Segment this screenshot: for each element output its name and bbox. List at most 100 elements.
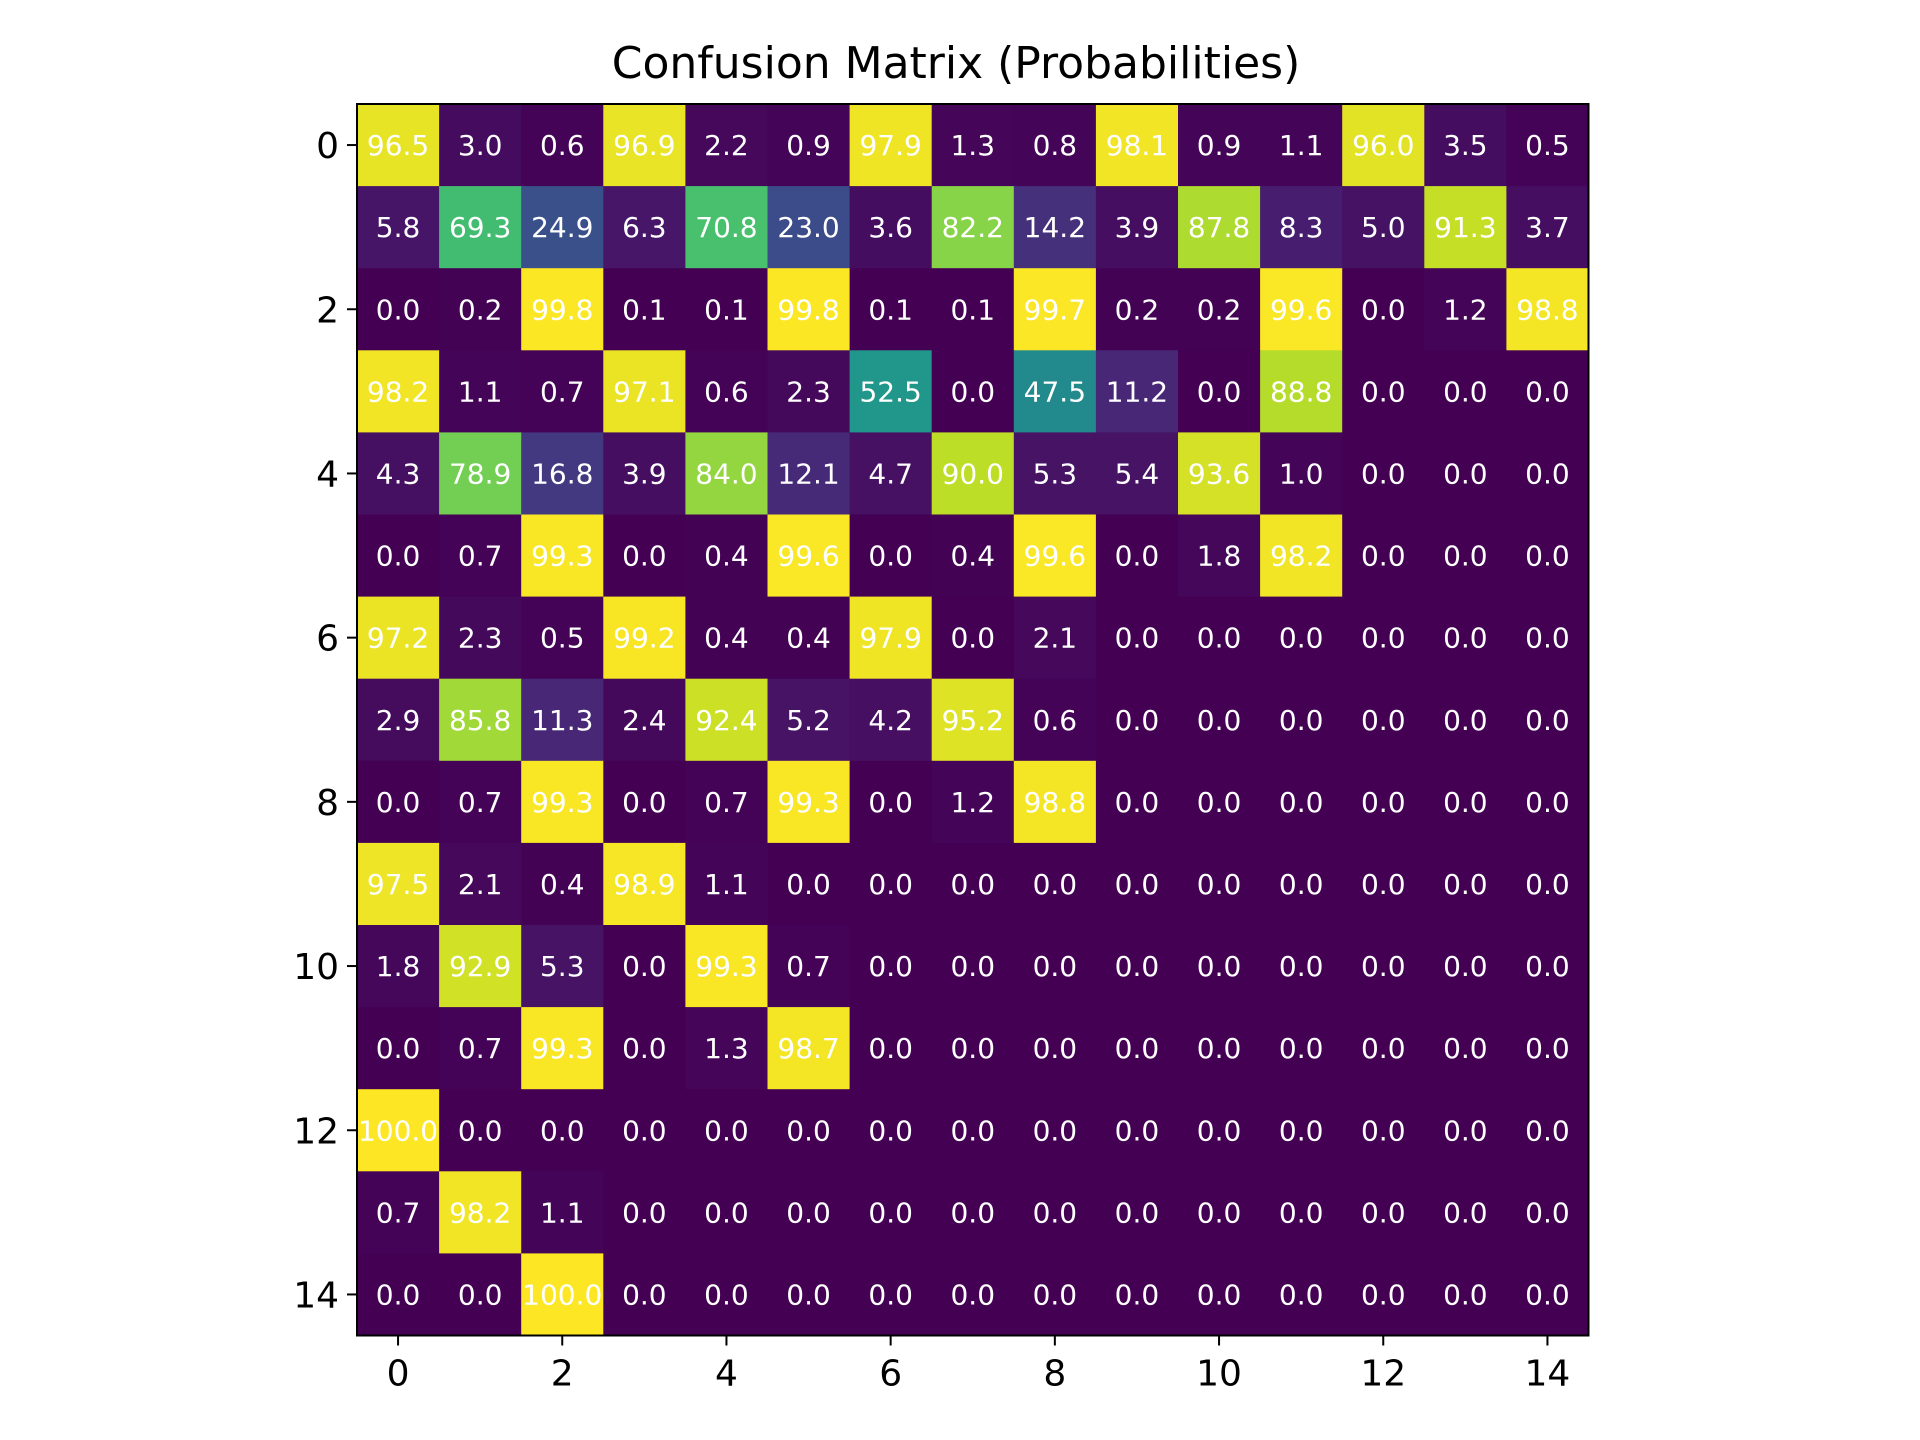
- heatmap-cell-r14-c7: [931, 1253, 1015, 1337]
- cell-value-label: 92.4: [695, 704, 757, 737]
- heatmap-cell-r4-c7: [931, 432, 1015, 516]
- cell-value-label: 0.0: [1197, 786, 1242, 819]
- cell-value-label: 2.1: [458, 868, 503, 901]
- cell-value-label: 1.8: [1197, 540, 1242, 573]
- cell-value-label: 99.3: [531, 1032, 593, 1065]
- heatmap-cell-r3-c8: [1013, 350, 1097, 433]
- cell-value-label: 2.4: [622, 704, 667, 737]
- heatmap-cell-r1-c13: [1424, 186, 1507, 269]
- heatmap-cell-r2-c10: [1178, 268, 1261, 351]
- cell-value-label: 0.1: [704, 293, 749, 326]
- cell-value-label: 0.0: [786, 868, 831, 901]
- cell-value-label: 0.2: [1197, 293, 1242, 326]
- heatmap-cell-r11-c5: [767, 1007, 851, 1090]
- heatmap-cell-r14-c3: [603, 1253, 686, 1337]
- cell-value-label: 0.2: [1115, 293, 1160, 326]
- cell-value-label: 23.0: [777, 211, 839, 244]
- cell-value-label: 0.0: [1443, 786, 1488, 819]
- cell-value-label: 0.2: [458, 293, 503, 326]
- cell-value-label: 0.0: [1525, 1196, 1570, 1229]
- cell-value-label: 0.0: [622, 950, 667, 983]
- heatmap-cell-r1-c8: [1013, 186, 1097, 269]
- heatmap-cell-r10-c14: [1506, 925, 1590, 1008]
- heatmap-cell-r11-c0: [357, 1007, 440, 1090]
- heatmap-cell-r12-c6: [849, 1089, 933, 1172]
- cell-value-label: 24.9: [531, 211, 593, 244]
- cell-value-label: 1.3: [704, 1032, 749, 1065]
- cell-value-label: 97.9: [859, 622, 921, 655]
- cell-value-label: 11.3: [531, 704, 593, 737]
- cell-value-label: 0.7: [458, 1032, 503, 1065]
- heatmap-cell-r8-c5: [767, 760, 851, 844]
- heatmap-cell-r4-c12: [1342, 432, 1425, 516]
- cell-value-label: 0.0: [1525, 622, 1570, 655]
- heatmap-cell-r4-c9: [1095, 432, 1179, 516]
- heatmap-cell-r14-c11: [1260, 1253, 1343, 1337]
- heatmap-cell-r10-c13: [1424, 925, 1507, 1008]
- heatmap-cell-r11-c2: [521, 1007, 604, 1090]
- cell-value-label: 0.0: [1115, 1114, 1160, 1147]
- cell-value-label: 0.0: [376, 1032, 421, 1065]
- heatmap-cell-r14-c5: [767, 1253, 851, 1337]
- cell-value-label: 98.2: [1270, 540, 1332, 573]
- cell-value-label: 0.0: [1279, 950, 1324, 983]
- heatmap-cell-r10-c0: [357, 925, 440, 1008]
- cell-value-label: 84.0: [695, 457, 757, 490]
- heatmap-cell-r11-c9: [1095, 1007, 1179, 1090]
- heatmap-cell-r0-c4: [685, 104, 769, 187]
- heatmap-cell-r9-c4: [685, 842, 769, 926]
- cell-value-label: 0.0: [376, 293, 421, 326]
- cell-value-label: 99.8: [531, 293, 593, 326]
- x-tick-label: 2: [551, 1354, 574, 1395]
- heatmap-cell-r3-c5: [767, 350, 851, 433]
- heatmap-cell-r11-c8: [1013, 1007, 1097, 1090]
- heatmap-cell-r4-c8: [1013, 432, 1097, 516]
- heatmap-cell-r5-c0: [357, 514, 440, 598]
- cell-value-label: 0.0: [1525, 1032, 1570, 1065]
- heatmap-cell-r5-c4: [685, 514, 769, 598]
- cell-value-label: 0.0: [950, 950, 995, 983]
- heatmap-cell-r12-c1: [439, 1089, 522, 1172]
- heatmap-cell-r3-c9: [1095, 350, 1179, 433]
- cell-value-label: 4.3: [376, 457, 421, 490]
- cell-value-label: 1.1: [704, 868, 749, 901]
- cell-value-label: 97.1: [613, 375, 675, 408]
- cell-value-label: 47.5: [1024, 375, 1086, 408]
- heatmap-cell-r5-c5: [767, 514, 851, 598]
- cell-value-label: 5.2: [786, 704, 831, 737]
- heatmap-cell-r13-c3: [603, 1171, 686, 1254]
- cell-value-label: 0.0: [1361, 1278, 1406, 1311]
- heatmap-cell-r4-c6: [849, 432, 933, 516]
- cell-value-label: 1.2: [950, 786, 995, 819]
- cell-value-label: 0.0: [868, 786, 913, 819]
- cell-value-label: 0.0: [1115, 622, 1160, 655]
- cell-value-label: 96.9: [613, 129, 675, 162]
- heatmap-cell-r12-c3: [603, 1089, 686, 1172]
- heatmap-cell-r9-c6: [849, 842, 933, 926]
- cell-value-label: 1.3: [950, 129, 995, 162]
- heatmap-cell-r8-c14: [1506, 760, 1590, 844]
- cell-value-label: 99.3: [777, 786, 839, 819]
- heatmap-cell-r0-c8: [1013, 104, 1097, 187]
- heatmap-cell-r6-c7: [931, 596, 1015, 680]
- cell-value-label: 0.0: [1033, 950, 1078, 983]
- heatmap-cell-r13-c10: [1178, 1171, 1261, 1254]
- cell-value-label: 69.3: [449, 211, 511, 244]
- y-tick-label: 12: [293, 1111, 339, 1152]
- cell-value-label: 96.5: [367, 129, 429, 162]
- cell-value-label: 0.0: [704, 1278, 749, 1311]
- cell-value-label: 0.0: [950, 1196, 995, 1229]
- cell-value-label: 3.9: [622, 457, 667, 490]
- cell-value-label: 0.0: [1361, 1032, 1406, 1065]
- heatmap-cell-r6-c10: [1178, 596, 1261, 680]
- heatmap-cell-r4-c3: [603, 432, 686, 516]
- heatmap-cell-r11-c12: [1342, 1007, 1425, 1090]
- heatmap-cell-labels: 96.5 3.0 0.6 96.9 2.2 0.9 97.9 1.3 0.8 98.1 0.9 1.1…: [358, 129, 1579, 1311]
- cell-value-label: 0.7: [786, 950, 831, 983]
- cell-value-label: 0.0: [704, 1196, 749, 1229]
- heatmap-cell-r8-c0: [357, 760, 440, 844]
- heatmap-cell-r12-c11: [1260, 1089, 1343, 1172]
- cell-value-label: 0.6: [540, 129, 585, 162]
- heatmap-cell-r3-c13: [1424, 350, 1507, 433]
- cell-value-label: 0.0: [1279, 1114, 1324, 1147]
